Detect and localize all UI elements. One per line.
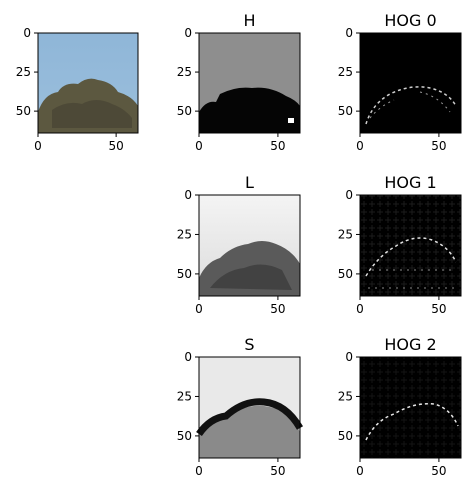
y-tick-label-4-1: 25 (338, 227, 353, 241)
panel-hog1 (359, 194, 462, 297)
panel-rgb-frame (37, 32, 139, 134)
panel-s (196, 356, 304, 459)
y-tick-label-5-0: 0 (184, 350, 192, 364)
y-tick-label-5-2: 50 (177, 429, 192, 443)
panel-hog0-edge-2 (369, 91, 451, 119)
panel-s-dark-edge (196, 398, 304, 437)
panel-hog2 (359, 356, 462, 459)
panel-h (198, 32, 301, 134)
y-tick-label-6-2: 50 (338, 429, 353, 443)
panel-h-dark-region (199, 87, 300, 133)
x-tick-label-6-1: 50 (431, 464, 446, 478)
panel-title-6: HOG 2 (384, 335, 436, 354)
panel-h-bright-spot (288, 118, 294, 123)
x-tick-label-5-0: 0 (195, 464, 203, 478)
y-tick-label-5-1: 25 (177, 389, 192, 403)
y-tick-label-3-1: 25 (177, 227, 192, 241)
panel-hog1-edge-2 (368, 269, 456, 289)
y-tick-label-6-1: 25 (338, 389, 353, 403)
panel-title-1: H (243, 11, 255, 30)
y-tick-label-0-0: 0 (23, 26, 31, 40)
panel-title-2: HOG 0 (384, 11, 436, 30)
panel-rgb (37, 32, 139, 134)
y-tick-label-4-0: 0 (345, 188, 353, 202)
panel-hog0-edge (365, 86, 457, 125)
panel-l-frame (198, 194, 301, 297)
x-tick-label-3-0: 0 (195, 302, 203, 316)
panel-hog0 (359, 32, 462, 134)
panel-title-5: S (244, 335, 254, 354)
x-tick-label-1-1: 50 (270, 139, 285, 153)
y-tick-label-1-0: 0 (184, 26, 192, 40)
panel-l (198, 194, 301, 297)
panel-hog2-grid (360, 357, 461, 458)
y-tick-label-3-0: 0 (184, 188, 192, 202)
panel-hog1-grid (360, 195, 461, 296)
x-tick-label-2-0: 0 (356, 139, 364, 153)
x-tick-label-3-1: 50 (270, 302, 285, 316)
panel-hog2-edge (365, 402, 459, 441)
panel-hog1-edge (365, 237, 457, 277)
y-tick-label-3-2: 50 (177, 267, 192, 281)
y-tick-label-4-2: 50 (338, 267, 353, 281)
panel-title-3: L (245, 173, 254, 192)
panel-l-foliage-shadow (210, 264, 292, 290)
y-tick-label-0-2: 50 (16, 104, 31, 118)
x-tick-label-0-1: 50 (108, 139, 123, 153)
panel-hog0-bg (360, 33, 461, 133)
x-tick-label-5-1: 50 (270, 464, 285, 478)
panel-rgb-foliage-shadow (52, 100, 132, 128)
x-tick-label-0-0: 0 (34, 139, 42, 153)
y-tick-label-0-1: 25 (16, 65, 31, 79)
x-tick-label-1-0: 0 (195, 139, 203, 153)
y-tick-label-2-1: 25 (338, 65, 353, 79)
x-tick-label-2-1: 50 (431, 139, 446, 153)
y-tick-label-1-2: 50 (177, 104, 192, 118)
y-tick-label-6-0: 0 (345, 350, 353, 364)
panel-hog1-frame (359, 194, 462, 297)
y-tick-label-2-2: 50 (338, 104, 353, 118)
panel-h-frame (198, 32, 301, 134)
axes-layer: 0 50 0 25 50 H 0 50 0 25 50 HOG 0 0 50 0 25 50 L 0 50 0 25 50 H… (16, 11, 447, 478)
panel-title-4: HOG 1 (384, 173, 436, 192)
panel-s-frame (198, 356, 301, 459)
panel-hog2-frame (359, 356, 462, 459)
x-tick-label-6-0: 0 (356, 464, 364, 478)
y-tick-label-2-0: 0 (345, 26, 353, 40)
panel-hog0-frame (359, 32, 462, 134)
x-tick-label-4-0: 0 (356, 302, 364, 316)
y-tick-label-1-1: 25 (177, 65, 192, 79)
x-tick-label-4-1: 50 (431, 302, 446, 316)
